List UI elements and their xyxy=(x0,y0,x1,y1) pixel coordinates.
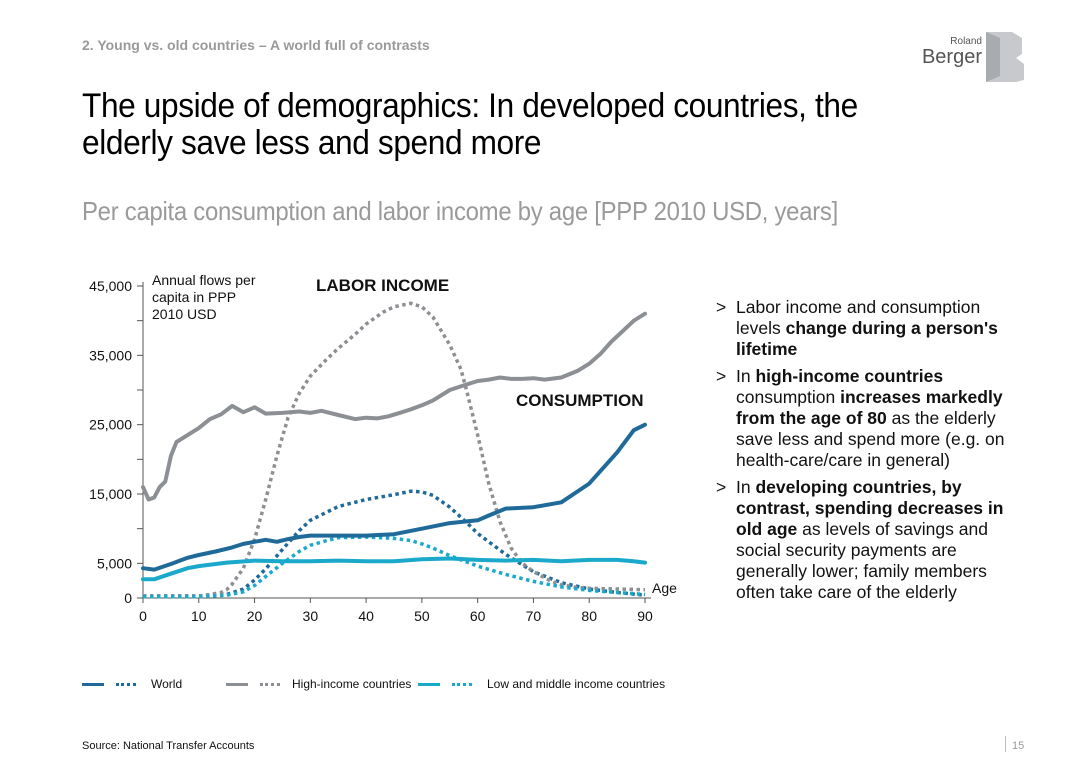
x-tick-label: 60 xyxy=(470,608,486,624)
bullet-text-bold: high-income countries xyxy=(755,366,944,386)
bullet-text: In xyxy=(736,477,756,497)
legend-high-dotted-swatch xyxy=(260,683,280,686)
bullet-item: > In developing countries, by contrast, s… xyxy=(716,477,1016,603)
page-divider xyxy=(1005,736,1006,752)
chart-subtitle: Per capita consumption and labor income … xyxy=(82,196,838,226)
bullet-text: Labor income and consumption levels xyxy=(736,297,981,338)
bullet-text: as levels of savings and social security… xyxy=(736,519,988,602)
consumption-annotation: CONSUMPTION xyxy=(516,391,644,410)
legend-world-solid-swatch xyxy=(82,683,104,686)
legend-high-label: High-income countries xyxy=(292,677,412,691)
logo-b-mark xyxy=(986,32,1024,82)
series-line-low-labor-income xyxy=(143,535,646,599)
series-line-world-consumption xyxy=(141,422,647,572)
source-note: Source: National Transfer Accounts xyxy=(82,740,255,752)
roland-berger-logo: Roland Berger xyxy=(922,32,1030,82)
legend-high-solid-swatch xyxy=(226,683,248,686)
bullet-item: > In high-income countries consumption in… xyxy=(716,366,1016,471)
page-title: The upside of demographics: In developed… xyxy=(82,87,858,162)
y-tick-label: 35,000 xyxy=(89,347,132,363)
legend-low-label: Low and middle income countries xyxy=(487,677,666,691)
x-tick-label: 0 xyxy=(139,608,147,624)
series-line-high-consumption xyxy=(141,311,647,502)
consumption-income-chart: 0 5,000 15,000 25,000 35,000 45,000 0 10 20 30 40 5… xyxy=(89,272,677,624)
bullet-text: In xyxy=(736,366,756,386)
key-findings-list: > Labor income and consumption levels cha… xyxy=(716,297,1016,609)
labor-income-annotation: LABOR INCOME xyxy=(316,276,449,295)
legend-world-dotted-swatch xyxy=(116,683,136,686)
bullet-text-bold: developing countries, by contrast, spend… xyxy=(736,477,1004,539)
logo-text-berger: Berger xyxy=(921,46,982,68)
legend-low-solid-swatch xyxy=(418,683,440,686)
x-tick-label: 50 xyxy=(414,608,430,624)
bullet-item: > Labor income and consumption levels cha… xyxy=(716,297,1016,360)
y-tick-label: 0 xyxy=(124,590,132,606)
x-tick-label: 70 xyxy=(526,608,542,624)
bullet-text: consumption xyxy=(736,387,841,407)
bullet-text: as the elderly save less and spend more … xyxy=(736,408,1005,470)
x-tick-label: 40 xyxy=(358,608,374,624)
bullet-text-bold: change during a person's lifetime xyxy=(736,318,998,359)
y-tick-label: 15,000 xyxy=(89,486,132,502)
series-line-world-labor-income xyxy=(143,489,646,598)
x-axis-label: Age xyxy=(652,580,677,596)
legend-world-label: World xyxy=(151,677,183,691)
bullet-marker: > xyxy=(716,366,727,386)
x-tick-label: 30 xyxy=(303,608,319,624)
y-tick-label: 25,000 xyxy=(89,417,132,433)
y-tick-label: 45,000 xyxy=(89,278,132,294)
bullet-text-bold: increases markedly from the age of 80 xyxy=(736,387,1003,428)
logo-text-roland: Roland xyxy=(950,36,982,47)
legend-low-dotted-swatch xyxy=(452,683,472,686)
bullet-marker: > xyxy=(716,297,727,317)
x-tick-label: 80 xyxy=(581,608,597,624)
y-axis-label: Annual flows per capita in PPP 2010 USD xyxy=(152,272,256,322)
x-tick-label: 20 xyxy=(247,608,263,624)
bullet-marker: > xyxy=(716,477,727,497)
series-line-low-consumption xyxy=(141,556,647,582)
x-tick-label: 10 xyxy=(191,608,207,624)
page-number: 15 xyxy=(1012,740,1025,752)
section-header: 2. Young vs. old countries – A world ful… xyxy=(82,37,430,53)
x-tick-label: 90 xyxy=(637,608,653,624)
y-tick-label: 5,000 xyxy=(97,555,132,571)
